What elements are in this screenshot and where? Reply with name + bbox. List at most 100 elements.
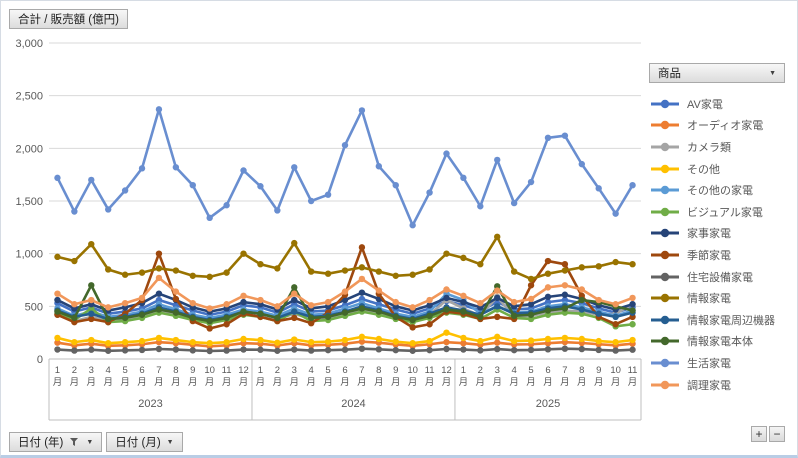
series-marker	[105, 206, 112, 213]
series-marker	[578, 306, 585, 313]
series-marker	[240, 250, 247, 257]
series-marker	[477, 313, 484, 321]
series-marker	[561, 261, 569, 268]
series-marker	[358, 345, 366, 352]
series-marker	[291, 314, 298, 322]
series-marker	[375, 339, 383, 346]
series-marker	[426, 189, 433, 196]
series-marker	[121, 308, 129, 315]
legend-item[interactable]: 調理家電	[651, 374, 775, 396]
series-marker	[121, 347, 129, 354]
series-marker	[375, 301, 383, 308]
legend-item-label: AV家電	[687, 98, 723, 111]
month-tick-number: 12	[238, 365, 249, 376]
series-marker	[257, 183, 264, 190]
series-marker	[629, 294, 636, 302]
series-marker	[71, 257, 78, 265]
month-tick-suffix: 月	[391, 377, 401, 388]
series-marker	[477, 315, 484, 323]
series-marker	[443, 290, 450, 297]
legend-item[interactable]: AV家電	[651, 93, 775, 115]
date-year-field-button[interactable]: 日付 (年) ▼	[9, 432, 103, 452]
legend-item[interactable]: その他の家電	[651, 179, 775, 201]
series-marker	[105, 313, 112, 321]
series-marker	[155, 345, 163, 353]
series-marker	[54, 310, 61, 317]
series-marker	[612, 310, 619, 317]
legend-item[interactable]: 生活家電	[651, 352, 775, 374]
month-tick-number: 1	[461, 365, 466, 376]
series-marker	[494, 233, 501, 241]
series-marker	[426, 312, 433, 320]
legend-item[interactable]: 情報家電	[651, 287, 775, 309]
legend-item[interactable]: その他	[651, 158, 775, 180]
legend-item[interactable]: オーディオ家電	[651, 115, 775, 137]
series-5	[54, 305, 636, 330]
series-marker	[274, 265, 281, 272]
series-marker	[105, 307, 112, 314]
series-marker	[561, 345, 569, 352]
date-month-field-button[interactable]: 日付 (月) ▼	[106, 432, 183, 452]
legend-item[interactable]: 季節家電	[651, 244, 775, 266]
zoom-in-button[interactable]: +	[751, 426, 767, 442]
series-marker	[578, 264, 585, 271]
series-marker	[409, 271, 416, 278]
month-tick-suffix: 月	[492, 377, 502, 388]
series-marker	[578, 310, 585, 317]
month-tick-number: 9	[393, 365, 398, 376]
month-tick-suffix: 月	[408, 377, 418, 388]
series-marker	[443, 250, 450, 257]
date-month-field-label: 日付 (月)	[115, 437, 161, 449]
series-marker	[223, 311, 230, 318]
legend-item[interactable]: カメラ類	[651, 136, 775, 158]
legend-item[interactable]: 住宅設備家電	[651, 266, 775, 288]
series-marker	[460, 346, 467, 353]
legend-item[interactable]: 情報家電本体	[651, 331, 775, 353]
series-marker	[71, 316, 78, 324]
series-marker	[494, 283, 501, 290]
legend-series-marker-icon	[651, 315, 679, 324]
series-marker	[426, 314, 433, 322]
series-marker	[54, 311, 61, 318]
legend-item-label: 調理家電	[687, 379, 731, 392]
legend-item-label: 情報家電本体	[687, 336, 753, 349]
series-marker	[71, 313, 78, 321]
series-marker	[223, 314, 230, 322]
series-marker	[324, 307, 332, 314]
series-line	[56, 307, 634, 328]
y-axis-tick-label: 2,000	[15, 143, 43, 155]
series-marker	[595, 310, 602, 317]
product-field-button[interactable]: 商品 ▼	[649, 63, 785, 83]
series-marker	[88, 301, 95, 308]
series-marker	[240, 292, 247, 299]
series-marker	[544, 309, 552, 316]
series-marker	[612, 321, 619, 328]
chart-title-field-button[interactable]: 合計 / 販売額 (億円)	[9, 9, 128, 29]
series-marker	[358, 107, 366, 114]
legend-item[interactable]: 家事家電	[651, 223, 775, 245]
series-marker	[510, 346, 518, 354]
legend-item[interactable]: 情報家電周辺機器	[651, 309, 775, 331]
series-marker	[341, 302, 349, 309]
month-tick-number: 11	[222, 365, 232, 376]
series-marker	[460, 311, 467, 318]
month-tick-suffix: 月	[188, 377, 198, 388]
series-marker	[274, 314, 281, 322]
series-marker	[510, 199, 518, 207]
legend-item[interactable]: ビジュアル家電	[651, 201, 775, 223]
series-marker	[477, 341, 484, 348]
zoom-out-button[interactable]: −	[769, 426, 785, 442]
month-tick-suffix: 月	[154, 377, 164, 388]
legend-series-marker-icon	[651, 358, 679, 368]
series-marker	[172, 336, 180, 344]
series-marker	[324, 338, 332, 345]
series-marker	[561, 282, 569, 289]
series-marker	[223, 269, 230, 276]
series-11	[54, 282, 636, 325]
month-tick-number: 2	[275, 365, 280, 376]
series-marker	[527, 178, 535, 186]
series-marker	[257, 304, 264, 311]
series-marker	[240, 306, 247, 313]
series-10	[54, 303, 636, 324]
month-tick-suffix: 月	[205, 377, 215, 388]
